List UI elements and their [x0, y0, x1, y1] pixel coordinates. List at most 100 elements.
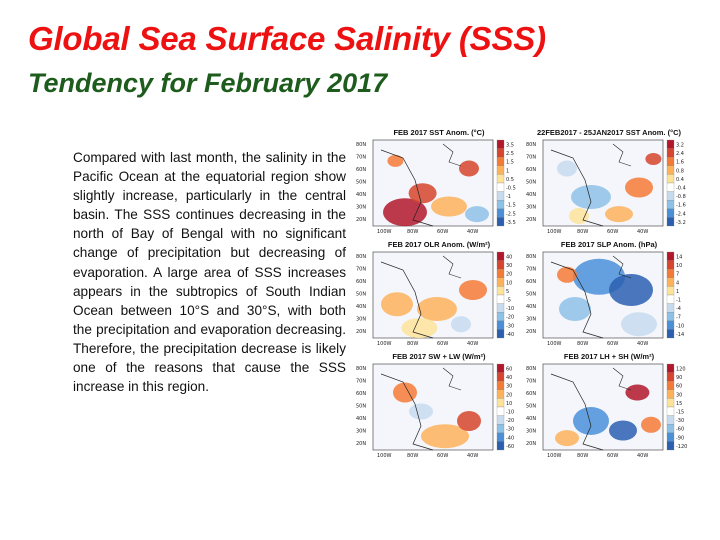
scale-label: -10: [506, 306, 514, 312]
anomaly-field: [557, 258, 657, 337]
lat-label: 50N: [526, 404, 536, 410]
scale-label: -4: [676, 306, 681, 312]
lon-label: 40W: [467, 229, 478, 235]
lon-label: 40W: [637, 453, 648, 459]
scale-label: 7: [676, 272, 679, 278]
panel-title: FEB 2017 SST Anom. (°C): [393, 128, 485, 137]
scale-label: -120: [676, 444, 687, 450]
scale-label: 0.5: [506, 177, 514, 183]
scale-label: -30: [506, 323, 514, 329]
lon-label: 60W: [437, 453, 448, 459]
coastline: [380, 149, 434, 227]
lon-label: 100W: [547, 341, 562, 347]
scale-swatch: [496, 200, 505, 209]
lon-label: 100W: [377, 341, 392, 347]
lat-label: 80N: [526, 366, 536, 372]
scale-swatch: [496, 165, 505, 175]
scale-swatch: [496, 415, 505, 425]
anomaly-blob: [621, 312, 657, 337]
lon-label: 40W: [637, 341, 648, 347]
scale-label: 2.5: [506, 151, 514, 157]
scale-label: -2.4: [676, 211, 686, 217]
anomaly-blob: [559, 297, 591, 321]
scale-label: -0.5: [506, 186, 516, 192]
panel-title: 22FEB2017 - 25JAN2017 SST Anom. (°C): [536, 128, 682, 137]
scale-swatch: [496, 329, 505, 339]
scale-label: -1: [676, 298, 681, 304]
anomaly-blob: [555, 430, 579, 447]
anomaly-blob: [459, 160, 479, 177]
anomaly-blob: [609, 274, 653, 306]
anomaly-blob: [571, 185, 611, 209]
scale-label: -40: [506, 435, 514, 441]
panel-title: FEB 2017 SW + LW (W/m²): [392, 352, 486, 361]
scale-label: 20: [506, 392, 512, 398]
scale-swatch: [666, 200, 675, 209]
anomaly-blob: [605, 206, 633, 223]
lat-label: 80N: [356, 142, 366, 148]
anomaly-field: [383, 154, 489, 227]
anomaly-blob: [431, 196, 467, 217]
scale-label: -10: [506, 410, 514, 416]
lon-label: 100W: [547, 453, 562, 459]
scale-label: 60: [676, 384, 682, 390]
slide-title: Global Sea Surface Salinity (SSS): [28, 20, 546, 57]
scale-label: -10: [676, 323, 684, 329]
lat-label: 30N: [356, 317, 366, 323]
lat-label: 40N: [526, 416, 536, 422]
scale-label: 3.2: [676, 143, 684, 149]
lat-label: 60N: [356, 167, 366, 173]
scale-swatch: [496, 208, 505, 218]
scale-swatch: [496, 424, 505, 433]
coastline: [612, 143, 632, 167]
anomaly-blob: [381, 292, 413, 317]
scale-label: 30: [506, 263, 512, 269]
scale-label: 1: [506, 168, 509, 174]
scale-swatch: [496, 398, 505, 408]
scale-label: 60: [506, 367, 512, 373]
scale-swatch: [666, 208, 675, 218]
scale-swatch: [666, 269, 675, 278]
scale-label: 14: [676, 255, 682, 261]
scale-swatch: [666, 424, 675, 433]
anomaly-blob: [387, 154, 404, 167]
scale-swatch: [496, 260, 505, 270]
scale-label: -3.5: [506, 220, 516, 226]
scale-label: 5: [506, 289, 509, 295]
scale-label: 1.6: [676, 160, 684, 166]
lat-label: 40N: [526, 192, 536, 198]
coastline: [380, 261, 434, 339]
scale-swatch: [666, 294, 675, 304]
lat-label: 30N: [526, 317, 536, 323]
lat-label: 60N: [526, 167, 536, 173]
lon-label: 80W: [407, 453, 418, 459]
slide-subtitle: Tendency for February 2017: [28, 68, 388, 98]
anomaly-field: [381, 280, 487, 338]
scale-swatch: [496, 269, 505, 278]
scale-swatch: [496, 363, 505, 373]
scale-swatch: [496, 441, 505, 451]
scale-swatch: [496, 294, 505, 304]
scale-swatch: [666, 398, 675, 408]
scale-swatch: [666, 389, 675, 399]
scale-swatch: [666, 260, 675, 270]
panel-olr-anomaly: FEB 2017 OLR Anom. (W/m²) 80N 70N 60N 50N 40…: [355, 240, 523, 348]
lon-label: 100W: [377, 229, 392, 235]
scale-label: 20: [506, 272, 512, 278]
lat-label: 20N: [526, 441, 536, 447]
lat-label: 70N: [526, 155, 536, 161]
anomaly-blob: [408, 183, 437, 204]
anomaly-blob: [625, 384, 650, 401]
scale-swatch: [666, 191, 675, 201]
anomaly-blob: [459, 280, 487, 300]
scale-label: 120: [676, 367, 686, 373]
lat-label: 30N: [356, 429, 366, 435]
panel-map: 80N 70N 60N 50N 40N 30N 20N 100W 80W 60W 40W 14 10 7 4…: [526, 251, 684, 347]
lat-label: 50N: [356, 292, 366, 298]
panel-slp-anomaly: FEB 2017 SLP Anom. (hPa) 80N 70N 60N 50N 40N…: [525, 240, 693, 348]
coastline: [442, 143, 462, 167]
lat-label: 80N: [526, 254, 536, 260]
anomaly-blob: [421, 424, 469, 449]
lon-label: 80W: [407, 341, 418, 347]
anomaly-blob: [465, 206, 489, 223]
